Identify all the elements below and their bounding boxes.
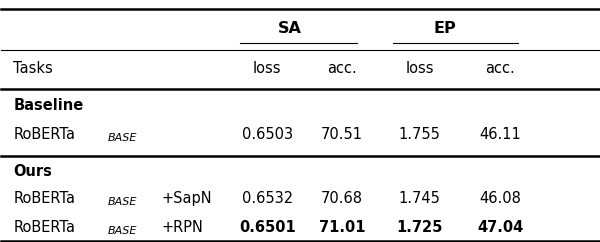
Text: BASE: BASE — [107, 133, 137, 143]
Text: 0.6501: 0.6501 — [239, 220, 296, 235]
Text: EP: EP — [434, 21, 457, 36]
Text: Ours: Ours — [13, 164, 52, 179]
Text: 46.08: 46.08 — [479, 191, 521, 206]
Text: SA: SA — [278, 21, 302, 36]
Text: 70.51: 70.51 — [321, 127, 363, 142]
Text: 47.04: 47.04 — [477, 220, 523, 235]
Text: 0.6532: 0.6532 — [242, 191, 293, 206]
Text: 70.68: 70.68 — [321, 191, 363, 206]
Text: BASE: BASE — [107, 226, 137, 236]
Text: RoBERTa: RoBERTa — [13, 191, 76, 206]
Text: loss: loss — [405, 61, 434, 76]
Text: 1.725: 1.725 — [396, 220, 443, 235]
Text: +RPN: +RPN — [161, 220, 203, 235]
Text: RoBERTa: RoBERTa — [13, 127, 76, 142]
Text: 1.745: 1.745 — [398, 191, 440, 206]
Text: 0.6503: 0.6503 — [242, 127, 293, 142]
Text: acc.: acc. — [485, 61, 515, 76]
Text: RoBERTa: RoBERTa — [13, 220, 76, 235]
Text: Tasks: Tasks — [13, 61, 53, 76]
Text: +SapN: +SapN — [161, 191, 212, 206]
Text: acc.: acc. — [327, 61, 356, 76]
Text: Baseline: Baseline — [13, 98, 83, 113]
Text: loss: loss — [253, 61, 281, 76]
Text: 46.11: 46.11 — [479, 127, 521, 142]
Text: BASE: BASE — [107, 197, 137, 207]
Text: 71.01: 71.01 — [319, 220, 365, 235]
Text: 1.755: 1.755 — [398, 127, 440, 142]
